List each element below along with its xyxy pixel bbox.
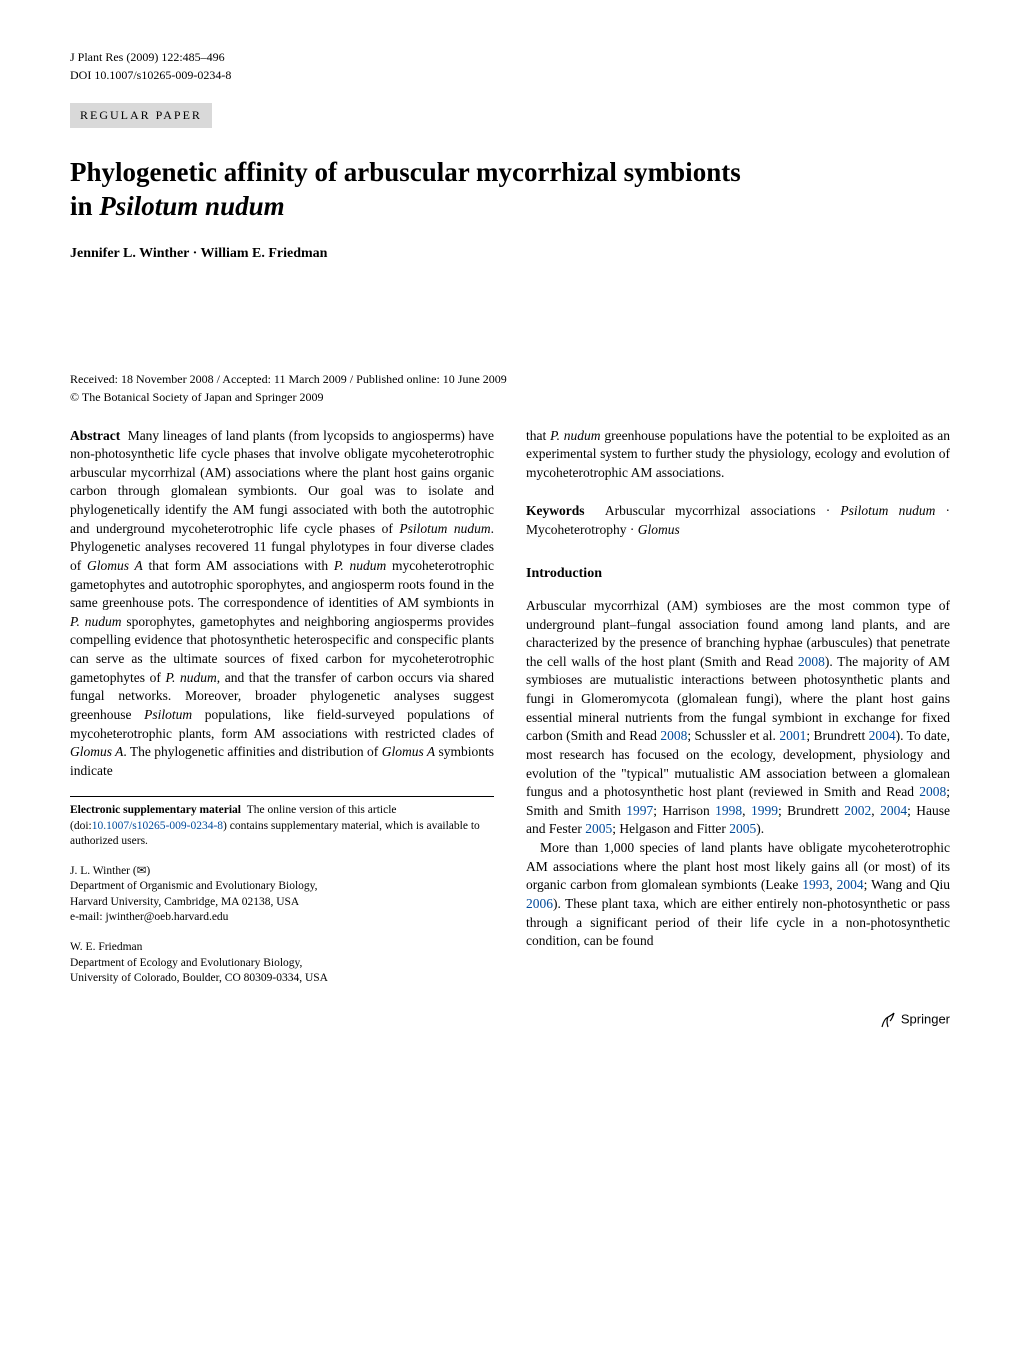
publisher-name: Springer xyxy=(901,1011,950,1026)
intro-cite-p2y1[interactable]: 1993 xyxy=(802,877,829,892)
abstract-italic-1b: Psilotum nudum xyxy=(399,521,490,536)
intro-cite-y4[interactable]: 2004 xyxy=(869,728,896,743)
intro-cite-y11[interactable]: 2005 xyxy=(585,821,612,836)
intro-cite-y12[interactable]: 2005 xyxy=(729,821,756,836)
intro-cite-y10[interactable]: 2004 xyxy=(880,803,907,818)
title-line-2-prefix: in xyxy=(70,191,99,221)
abstract-italic-1l: Psilotum xyxy=(144,707,192,722)
abstract-text-1a: Many lineages of land plants (from lycop… xyxy=(70,428,494,536)
intro-p2d: ). These plant taxa, which are either en… xyxy=(526,896,950,948)
intro-p2b: , xyxy=(829,877,836,892)
intro-cite-y8[interactable]: 1999 xyxy=(751,803,778,818)
keyword-sep-3: · xyxy=(626,522,637,537)
article-title: Phylogenetic affinity of arbuscular myco… xyxy=(70,156,950,224)
intro-cite-y9[interactable]: 2002 xyxy=(844,803,871,818)
intro-cite-y3[interactable]: 2001 xyxy=(779,728,806,743)
header-row: J Plant Res (2009) 122:485–496 xyxy=(70,50,950,65)
doi-line: DOI 10.1007/s10265-009-0234-8 xyxy=(70,68,950,83)
affil2-name: W. E. Friedman xyxy=(70,940,494,956)
keyword-sep-1: · xyxy=(816,503,841,518)
keyword-1: Arbuscular mycorrhizal associations xyxy=(605,503,816,518)
affil1-dept: Department of Organismic and Evolutionar… xyxy=(70,879,494,895)
copyright-line: © The Botanical Society of Japan and Spr… xyxy=(70,390,950,405)
abstract-text-1o: . The phylogenetic affinities and distri… xyxy=(123,744,381,759)
body-columns: Abstract Many lineages of land plants (f… xyxy=(70,427,950,987)
title-line-2-species: Psilotum nudum xyxy=(99,191,284,221)
publisher-footer: Springer xyxy=(70,1011,950,1029)
introduction-heading: Introduction xyxy=(526,564,950,583)
intro-p1l: ; Helgason and Fitter xyxy=(612,821,729,836)
affil1-email: e-mail: jwinther@oeb.harvard.edu xyxy=(70,910,494,926)
intro-p1g: ; Harrison xyxy=(653,803,715,818)
intro-p1i: ; Brundrett xyxy=(778,803,844,818)
abstract-italic-1p: Glomus A xyxy=(382,744,435,759)
envelope-icon: ✉ xyxy=(137,865,147,877)
keywords-block: Keywords Arbuscular mycorrhizal associat… xyxy=(526,502,950,539)
intro-cite-y7[interactable]: 1998 xyxy=(715,803,742,818)
keyword-2: Psilotum nudum xyxy=(840,503,935,518)
keyword-sep-2: · xyxy=(935,503,950,518)
intro-para-2: More than 1,000 species of land plants h… xyxy=(526,839,950,951)
abstract-italic-1d: Glomus A xyxy=(87,558,143,573)
intro-p2c: ; Wang and Qiu xyxy=(864,877,950,892)
supplementary-doi-link[interactable]: 10.1007/s10265-009-0234-8 xyxy=(92,820,223,832)
abstract-italic-1h: P. nudum xyxy=(70,614,122,629)
article-dates: Received: 18 November 2008 / Accepted: 1… xyxy=(70,372,950,387)
intro-cite-p2y3[interactable]: 2006 xyxy=(526,896,553,911)
intro-cite-p2y2[interactable]: 2004 xyxy=(837,877,864,892)
intro-cite-y5[interactable]: 2008 xyxy=(919,784,946,799)
section-label-bar: REGULAR PAPER xyxy=(70,103,212,128)
supplementary-block: Electronic supplementary material The on… xyxy=(70,796,494,850)
keywords-label: Keywords xyxy=(526,503,585,518)
abstract-continuation: that P. nudum greenhouse populations hav… xyxy=(526,427,950,483)
abstract-italic-1j: P. nudum xyxy=(165,670,216,685)
keyword-3: Mycoheterotrophy xyxy=(526,522,626,537)
keyword-4: Glomus xyxy=(638,522,680,537)
abstract-text-2a: that xyxy=(526,428,550,443)
affil2-univ: University of Colorado, Boulder, CO 8030… xyxy=(70,971,494,987)
springer-icon xyxy=(879,1011,897,1029)
intro-cite-y2[interactable]: 2008 xyxy=(660,728,687,743)
abstract-block: Abstract Many lineages of land plants (f… xyxy=(70,427,494,781)
intro-cite-y6[interactable]: 1997 xyxy=(626,803,653,818)
intro-p1m: ). xyxy=(756,821,764,836)
intro-cite-y1[interactable]: 2008 xyxy=(798,654,825,669)
abstract-label: Abstract xyxy=(70,428,120,443)
journal-citation: J Plant Res (2009) 122:485–496 xyxy=(70,50,225,65)
intro-p1j: , xyxy=(871,803,880,818)
supplementary-label: Electronic supplementary material xyxy=(70,804,241,816)
affil1-name-end: ) xyxy=(146,865,150,877)
abstract-italic-2b: P. nudum xyxy=(550,428,600,443)
abstract-text-1e: that form AM associations with xyxy=(143,558,334,573)
intro-para-1: Arbuscular mycorrhizal (AM) symbioses ar… xyxy=(526,597,950,839)
author-list: Jennifer L. Winther · William E. Friedma… xyxy=(70,246,950,262)
affil1-name: J. L. Winther ( xyxy=(70,865,137,877)
abstract-italic-1n: Glomus A xyxy=(70,744,123,759)
title-line-1: Phylogenetic affinity of arbuscular myco… xyxy=(70,157,741,187)
affil2-dept: Department of Ecology and Evolutionary B… xyxy=(70,956,494,972)
intro-p1h: , xyxy=(742,803,751,818)
abstract-italic-1f: P. nudum xyxy=(334,558,386,573)
intro-p1c: ; Schussler et al. xyxy=(687,728,779,743)
affil1-univ: Harvard University, Cambridge, MA 02138,… xyxy=(70,895,494,911)
affiliation-block-1: J. L. Winther (✉) Department of Organism… xyxy=(70,864,494,926)
intro-p1d: ; Brundrett xyxy=(806,728,868,743)
affiliation-block-2: W. E. Friedman Department of Ecology and… xyxy=(70,940,494,987)
